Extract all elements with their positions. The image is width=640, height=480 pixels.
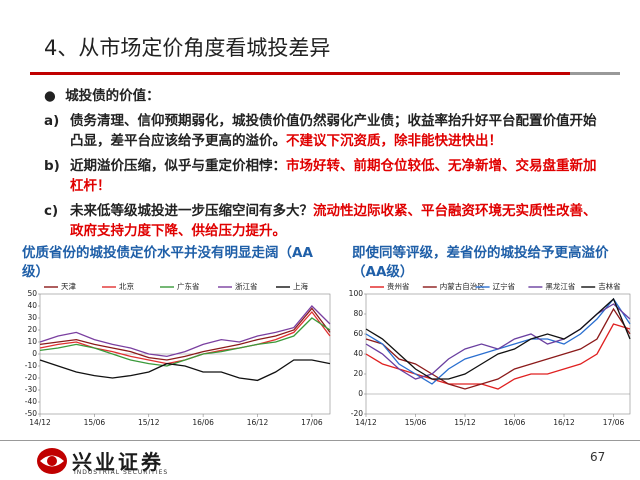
title-rule	[30, 72, 570, 75]
series-line	[365, 323, 631, 390]
page-number: 67	[590, 450, 606, 464]
x-tick-label: 16/12	[553, 418, 575, 427]
legend-label: 内蒙古自治区	[440, 282, 485, 291]
x-tick-label: 15/06	[405, 418, 427, 427]
item-text: 债务清理、信仰预期弱化，城投债价值仍然弱化产业债；收益率抬升好平台配置价值开始凸…	[70, 113, 597, 149]
x-tick-label: 16/06	[504, 418, 526, 427]
x-tick-label: 15/06	[84, 418, 106, 427]
slide-title: 4、从市场定价角度看城投差异	[44, 36, 331, 60]
bullet: ● 城投债的价值：	[44, 88, 160, 104]
series-line	[39, 317, 331, 367]
item: b) 近期溢价压缩，似乎与重定价相悖：市场好转、前期仓位较低、无净新增、交易盘重…	[44, 156, 600, 196]
item-label: c)	[44, 203, 59, 219]
y-tick-label: 80	[353, 309, 363, 318]
item-highlight: 不建议下沉资质，除非能快进快出！	[286, 133, 502, 149]
x-tick-label: 15/12	[454, 418, 476, 427]
legend-label: 辽宁省	[493, 282, 516, 291]
chart: -50 -40 -30 -20 -10 0 10 20 30 40 50 14/12 15/06 15/1…	[25, 282, 331, 427]
y-tick-label: 0	[32, 349, 37, 358]
x-tick-label: 17/06	[301, 418, 323, 427]
y-tick-label: -50	[25, 409, 37, 418]
x-tick-label: 16/12	[247, 418, 269, 427]
y-tick-label: 10	[27, 337, 37, 346]
series-line	[39, 307, 331, 361]
logo-subtext: INDUSTRIAL SECURITIES	[74, 469, 169, 476]
y-tick-label: 20	[353, 369, 363, 378]
y-tick-label: -40	[25, 397, 37, 406]
y-tick-label: 30	[27, 313, 37, 322]
series-line	[39, 359, 331, 382]
series-line	[365, 297, 631, 380]
item-highlight: 流动性边际收紧、平台融资环境无实质性改善、政府支持力度下降、供给压力提升。	[70, 203, 597, 239]
title-rule	[570, 72, 620, 75]
y-tick-label: 100	[349, 289, 364, 298]
item-label: a)	[44, 113, 60, 129]
item-text: 近期溢价压缩，似乎与重定价相悖：	[70, 158, 286, 174]
y-tick-label: 0	[358, 389, 363, 398]
item-label: b)	[44, 158, 60, 174]
chart-title: 优质省份的城投债定价水平并没有明显走阔（AA级）	[22, 245, 313, 280]
y-tick-label: -30	[25, 385, 37, 394]
y-tick-label: 50	[27, 289, 37, 298]
legend-label: 北京	[119, 282, 134, 291]
legend-label: 天津	[61, 282, 76, 291]
x-tick-label: 14/12	[355, 418, 377, 427]
x-tick-label: 14/12	[29, 418, 51, 427]
y-tick-label: 60	[353, 329, 363, 338]
item-body: 未来低等级城投进一步压缩空间有多大？流动性边际收紧、平台融资环境无实质性改善、政…	[70, 201, 600, 241]
chart: -20 0 20 40 60 80 100 14/12 15/06 15/12 16/06 16/12…	[349, 282, 631, 427]
y-tick-label: -20	[25, 373, 37, 382]
item-body: 债务清理、信仰预期弱化，城投债价值仍然弱化产业债；收益率抬升好平台配置价值开始凸…	[70, 111, 600, 151]
item: c) 未来低等级城投进一步压缩空间有多大？流动性边际收紧、平台融资环境无实质性改…	[44, 201, 600, 241]
footer-rule	[0, 440, 640, 441]
legend-label: 贵州省	[387, 282, 410, 291]
y-tick-label: -10	[25, 361, 37, 370]
x-tick-label: 16/06	[192, 418, 214, 427]
legend-label: 广东省	[177, 282, 200, 291]
logo-text: 兴业证券	[72, 450, 164, 474]
legend-label: 浙江省	[235, 282, 258, 291]
legend-label: 吉林省	[598, 282, 621, 291]
series-line	[365, 307, 631, 390]
legend-label: 黑龙江省	[545, 282, 575, 291]
y-tick-label: 40	[27, 301, 37, 310]
item-body: 近期溢价压缩，似乎与重定价相悖：市场好转、前期仓位较低、无净新增、交易盘重新加杠…	[70, 156, 600, 196]
x-tick-label: 17/06	[603, 418, 625, 427]
y-tick-label: 40	[353, 349, 363, 358]
legend-label: 上海	[293, 282, 308, 291]
logo-mark	[37, 448, 67, 474]
series-line	[39, 305, 331, 358]
bullet-text: 城投债的价值：	[65, 88, 160, 104]
item-highlight: 市场好转、前期仓位较低、无净新增、交易盘重新加杠杆！	[70, 158, 597, 194]
x-tick-label: 15/12	[138, 418, 160, 427]
y-tick-label: -20	[351, 409, 363, 418]
chart-title: 即使同等评级，差省份的城投给予更高溢价（AA级）	[352, 245, 609, 280]
item: a) 债务清理、信仰预期弱化，城投债价值仍然弱化产业债；收益率抬升好平台配置价值…	[44, 111, 600, 151]
y-tick-label: 20	[27, 325, 37, 334]
item-text: 未来低等级城投进一步压缩空间有多大？	[70, 203, 313, 219]
